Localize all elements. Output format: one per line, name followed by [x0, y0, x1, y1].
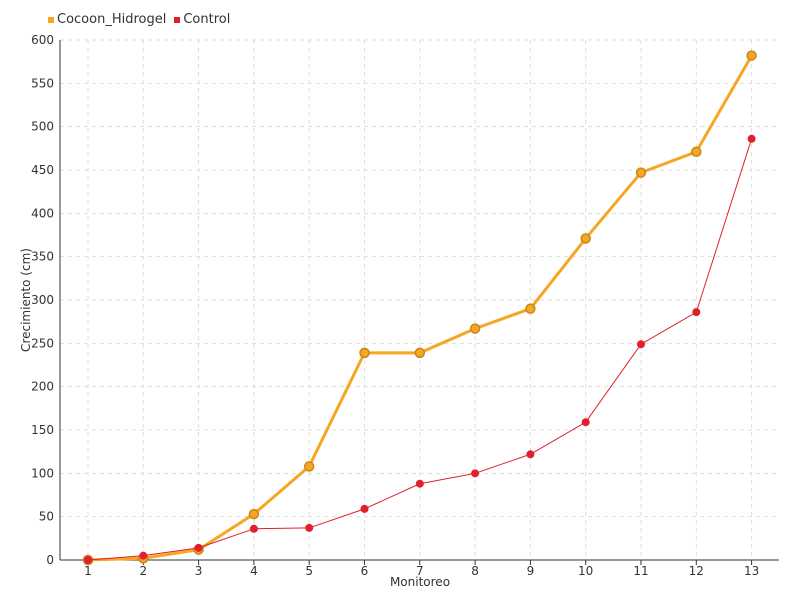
data-point-control[interactable]: [692, 308, 701, 317]
data-point-cocoon-hidrogel[interactable]: [746, 50, 757, 61]
y-tick-label: 450: [31, 163, 54, 177]
data-point-cocoon-hidrogel[interactable]: [414, 347, 426, 359]
data-point-control[interactable]: [415, 479, 424, 488]
y-tick-label: 550: [31, 76, 54, 90]
data-point-control[interactable]: [526, 450, 535, 459]
data-point-cocoon-hidrogel[interactable]: [359, 347, 370, 359]
x-axis-title: Monitoreo: [390, 575, 450, 589]
x-tick-label: 2: [139, 564, 147, 578]
y-tick-label: 300: [31, 293, 54, 307]
x-tick-label: 3: [195, 564, 203, 578]
data-point-control[interactable]: [139, 551, 148, 560]
data-point-control[interactable]: [360, 504, 369, 513]
data-point-control[interactable]: [194, 543, 203, 552]
data-point-control[interactable]: [747, 134, 756, 143]
legend-label-cocoon-hidrogel: Cocoon_Hidrogel: [57, 12, 167, 27]
x-tick-label: 4: [250, 564, 258, 578]
data-point-cocoon-hidrogel[interactable]: [469, 323, 481, 334]
y-tick-label: 100: [31, 466, 54, 480]
x-tick-label: 9: [527, 564, 535, 578]
x-tick-label: 11: [633, 564, 648, 578]
legend-item-cocoon-hidrogel[interactable]: Cocoon_Hidrogel: [48, 12, 166, 27]
data-point-control[interactable]: [471, 469, 480, 478]
chart-legend: Cocoon_Hidrogel Control: [48, 12, 230, 27]
y-tick-label: 0: [46, 553, 54, 567]
x-tick-label: 12: [689, 564, 704, 578]
data-point-control[interactable]: [637, 340, 645, 349]
data-point-cocoon-hidrogel[interactable]: [691, 146, 702, 158]
y-tick-label: 200: [31, 380, 54, 394]
y-tick-label: 600: [31, 33, 54, 47]
x-tick-label: 6: [361, 564, 369, 578]
legend-swatch-control: [174, 16, 181, 23]
data-point-control[interactable]: [305, 523, 314, 532]
grid-layer: [60, 39, 779, 560]
x-tick-label: 13: [744, 564, 759, 578]
data-point-control[interactable]: [249, 524, 258, 533]
y-tick-label: 500: [31, 120, 54, 134]
legend-label-control: Control: [183, 12, 231, 27]
y-axis-title: Crecimiento (cm): [19, 248, 33, 352]
x-tick-label: 5: [305, 564, 313, 578]
x-tick-label: 7: [416, 564, 424, 578]
y-tick-label: 50: [39, 510, 54, 524]
data-point-cocoon-hidrogel[interactable]: [580, 233, 591, 244]
series-layer: [82, 50, 757, 566]
y-tick-label: 150: [31, 423, 54, 437]
data-point-cocoon-hidrogel[interactable]: [635, 167, 647, 178]
y-tick-label: 250: [31, 336, 54, 350]
legend-item-control[interactable]: Control: [174, 12, 230, 27]
x-tick-label: 1: [84, 564, 92, 578]
y-tick-label: 350: [31, 250, 54, 264]
data-point-cocoon-hidrogel[interactable]: [248, 508, 260, 520]
x-tick-label: 8: [471, 564, 479, 578]
data-point-control[interactable]: [84, 556, 92, 564]
y-tick-label: 400: [31, 206, 54, 220]
data-point-cocoon-hidrogel[interactable]: [525, 303, 536, 314]
data-point-control[interactable]: [581, 418, 590, 427]
x-tick-label: 10: [578, 564, 593, 578]
data-point-cocoon-hidrogel[interactable]: [303, 461, 315, 472]
legend-swatch-cocoon-hidrogel: [48, 16, 54, 23]
